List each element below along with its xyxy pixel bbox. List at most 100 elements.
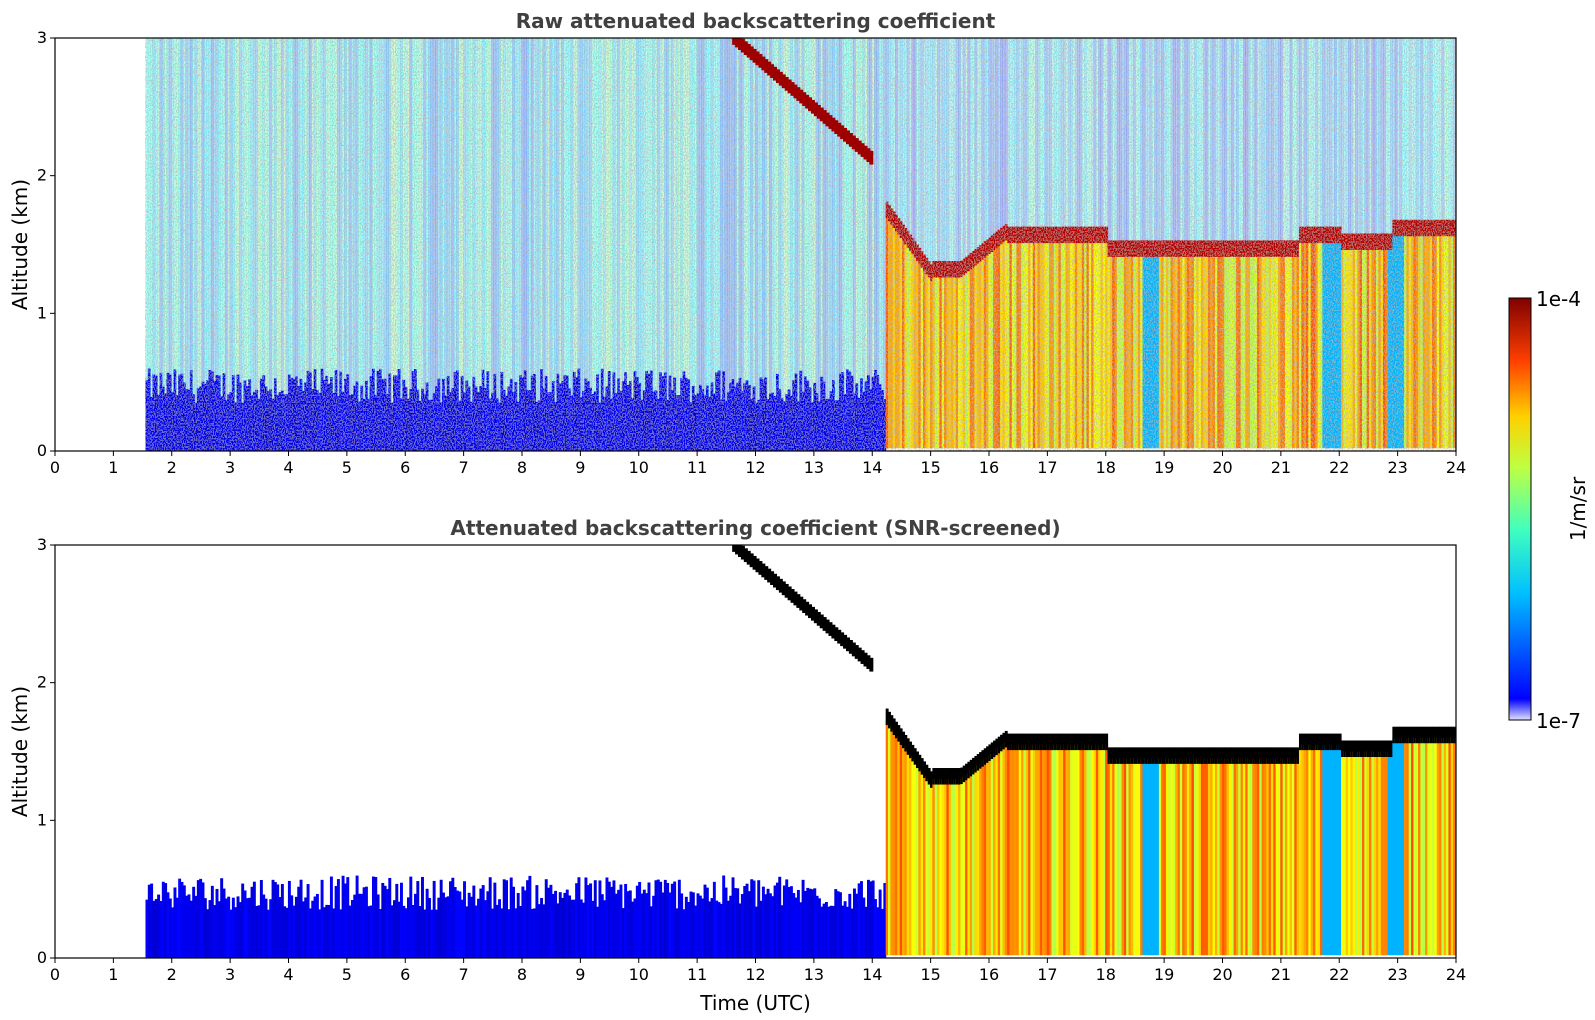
cirrus-streak [805, 601, 810, 616]
aerosol-column [409, 876, 413, 958]
cirrus-streak [758, 54, 763, 68]
cloud-top [986, 746, 990, 763]
cloud-top [1357, 740, 1361, 758]
cloud-top [1291, 747, 1295, 764]
cloud-column [1182, 758, 1186, 956]
aerosol-column [388, 877, 392, 958]
cloud-column [1025, 744, 1029, 956]
cloud-column [1448, 737, 1452, 956]
aerosol-column [421, 876, 424, 958]
y-axis-ticks: 0 1 2 3 [37, 28, 55, 460]
cloud-column [1093, 744, 1097, 956]
cirrus-streak [866, 655, 871, 670]
cloud-column [1217, 758, 1221, 956]
cloud-column [1224, 758, 1228, 956]
cloud-top [1018, 733, 1022, 751]
cloud-top [1186, 747, 1190, 764]
cirrus-streak [781, 581, 786, 596]
cloud-column [902, 742, 905, 956]
cloud-column [1077, 744, 1081, 956]
cloud-column [1210, 758, 1214, 956]
aerosol-column [491, 908, 494, 958]
aerosol-column [796, 889, 800, 958]
x-tick-label: 15 [920, 965, 940, 984]
aerosol-column [782, 885, 786, 958]
aerosol-column [624, 883, 628, 958]
cirrus-streak [781, 74, 786, 89]
y-tick-label: 1 [37, 303, 47, 322]
aerosol-column [294, 896, 298, 958]
cloud-top [1177, 747, 1181, 764]
cloud-top [1443, 726, 1447, 744]
cloud-column [1366, 751, 1370, 956]
cloud-column [1189, 758, 1193, 956]
x-tick-label: 20 [1212, 965, 1232, 984]
cloud-top [1049, 733, 1053, 751]
cloud-column [995, 749, 999, 956]
cirrus-streak [863, 652, 868, 667]
cirrus-streak [822, 617, 827, 631]
cloud-top [1268, 747, 1272, 764]
colorbar-unit-label: 1/m/sr [1566, 476, 1590, 541]
cloud-top [997, 736, 1001, 754]
aerosol-column [694, 905, 698, 958]
cloud-top [1212, 747, 1216, 764]
cloud-top [1280, 747, 1284, 764]
aerosol-column [182, 885, 186, 958]
cloud-top [1418, 726, 1421, 744]
cloud-top [1170, 747, 1174, 764]
x-tick-label: 0 [50, 965, 60, 984]
cloud-top [1310, 733, 1314, 751]
aerosol-column [500, 908, 504, 958]
cloud-top [1385, 740, 1389, 758]
cloud-top [1319, 733, 1323, 751]
cloud-top [1350, 740, 1354, 758]
cloud-column [911, 755, 915, 956]
aerosol-column [829, 905, 833, 958]
cloud-column [1133, 758, 1137, 956]
cloud-column [1100, 744, 1104, 956]
cloud-top [1338, 733, 1342, 751]
aerosol-column [334, 885, 338, 958]
aerosol-column [241, 883, 245, 958]
cloud-top [1345, 740, 1349, 758]
cloud-top [1341, 740, 1344, 758]
cloud-column [1016, 744, 1020, 956]
aerosol-column [775, 882, 779, 958]
cloud-top [1238, 747, 1242, 764]
cloud-column [1310, 744, 1314, 956]
aerosol-column [271, 879, 275, 958]
cirrus-streak [819, 614, 824, 629]
aerosol-column [600, 894, 604, 958]
aerosol-column [460, 899, 464, 958]
aerosol-column [810, 889, 814, 958]
cloud-top [1088, 733, 1092, 751]
aerosol-column [187, 894, 191, 958]
cirrus-streak [837, 122, 842, 137]
x-tick-label: 1 [108, 458, 118, 477]
aerosol-column [273, 882, 277, 958]
aerosol-column [484, 900, 487, 958]
cloud-column [916, 762, 919, 956]
aerosol-column [544, 879, 548, 958]
cloud-column [1149, 758, 1153, 956]
aerosol-column [561, 897, 565, 958]
aerosol-column [348, 905, 352, 958]
aerosol-column [780, 905, 784, 958]
aerosol-column [689, 891, 693, 958]
x-tick-label: 2 [167, 458, 177, 477]
x-tick-label: 4 [283, 458, 293, 477]
colorbar-gradient [1508, 297, 1532, 721]
cloud-column [1200, 758, 1204, 956]
cirrus-streak [752, 555, 757, 570]
aerosol-column [759, 900, 763, 958]
cloud-top [1156, 747, 1160, 764]
cloud-top [1105, 733, 1109, 751]
aerosol-column [726, 900, 730, 958]
cirrus-streak [755, 51, 760, 66]
cloud-column [1072, 744, 1076, 956]
cloud-top [1352, 740, 1356, 758]
x-tick-label: 15 [920, 458, 940, 477]
cirrus-streak [808, 97, 813, 112]
aerosol-column [801, 879, 805, 958]
